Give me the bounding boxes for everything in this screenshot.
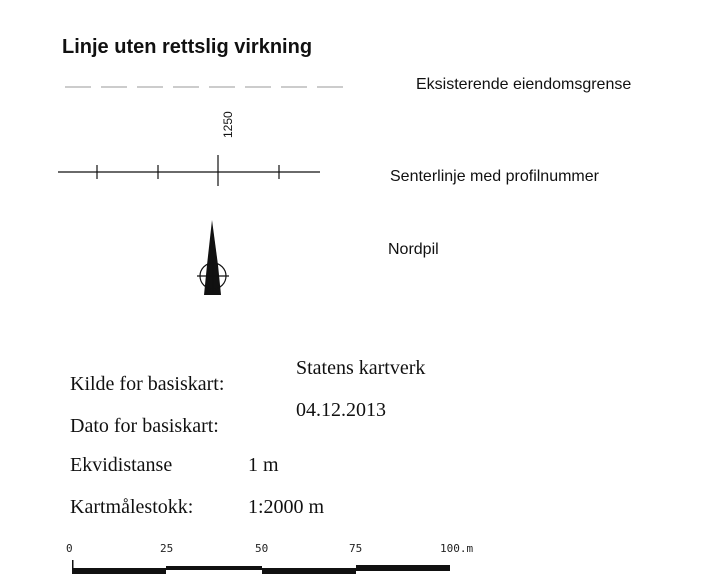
legend-title: Linje uten rettslig virkning xyxy=(62,36,312,58)
info-label: Kartmålestokk: xyxy=(70,496,193,518)
item-label: Nordpil xyxy=(388,241,439,258)
info-value: 1:2000 m xyxy=(248,496,325,518)
info-label: Kilde for basiskart: xyxy=(70,373,224,395)
scale-label: 100.m xyxy=(440,542,473,555)
scale-label: 75 xyxy=(349,542,362,555)
info-label: Dato for basiskart: xyxy=(70,415,219,437)
item-label: Eksisterende eiendomsgrense xyxy=(416,76,631,93)
info-value: 04.12.2013 xyxy=(296,399,386,421)
centerline-symbol xyxy=(58,155,320,186)
north-arrow xyxy=(197,220,229,295)
scale-label: 0 xyxy=(66,542,73,555)
item-label: Senterlinje med profilnummer xyxy=(390,168,600,185)
info-label: Ekvidistanse xyxy=(70,454,172,476)
info-value: 1 m xyxy=(248,454,279,476)
scale-label: 50 xyxy=(255,542,268,555)
scale-bar xyxy=(72,560,450,574)
scale-label: 25 xyxy=(160,542,173,555)
profile-number: 1250 xyxy=(221,111,235,138)
info-value: Statens kartverk xyxy=(296,357,425,379)
